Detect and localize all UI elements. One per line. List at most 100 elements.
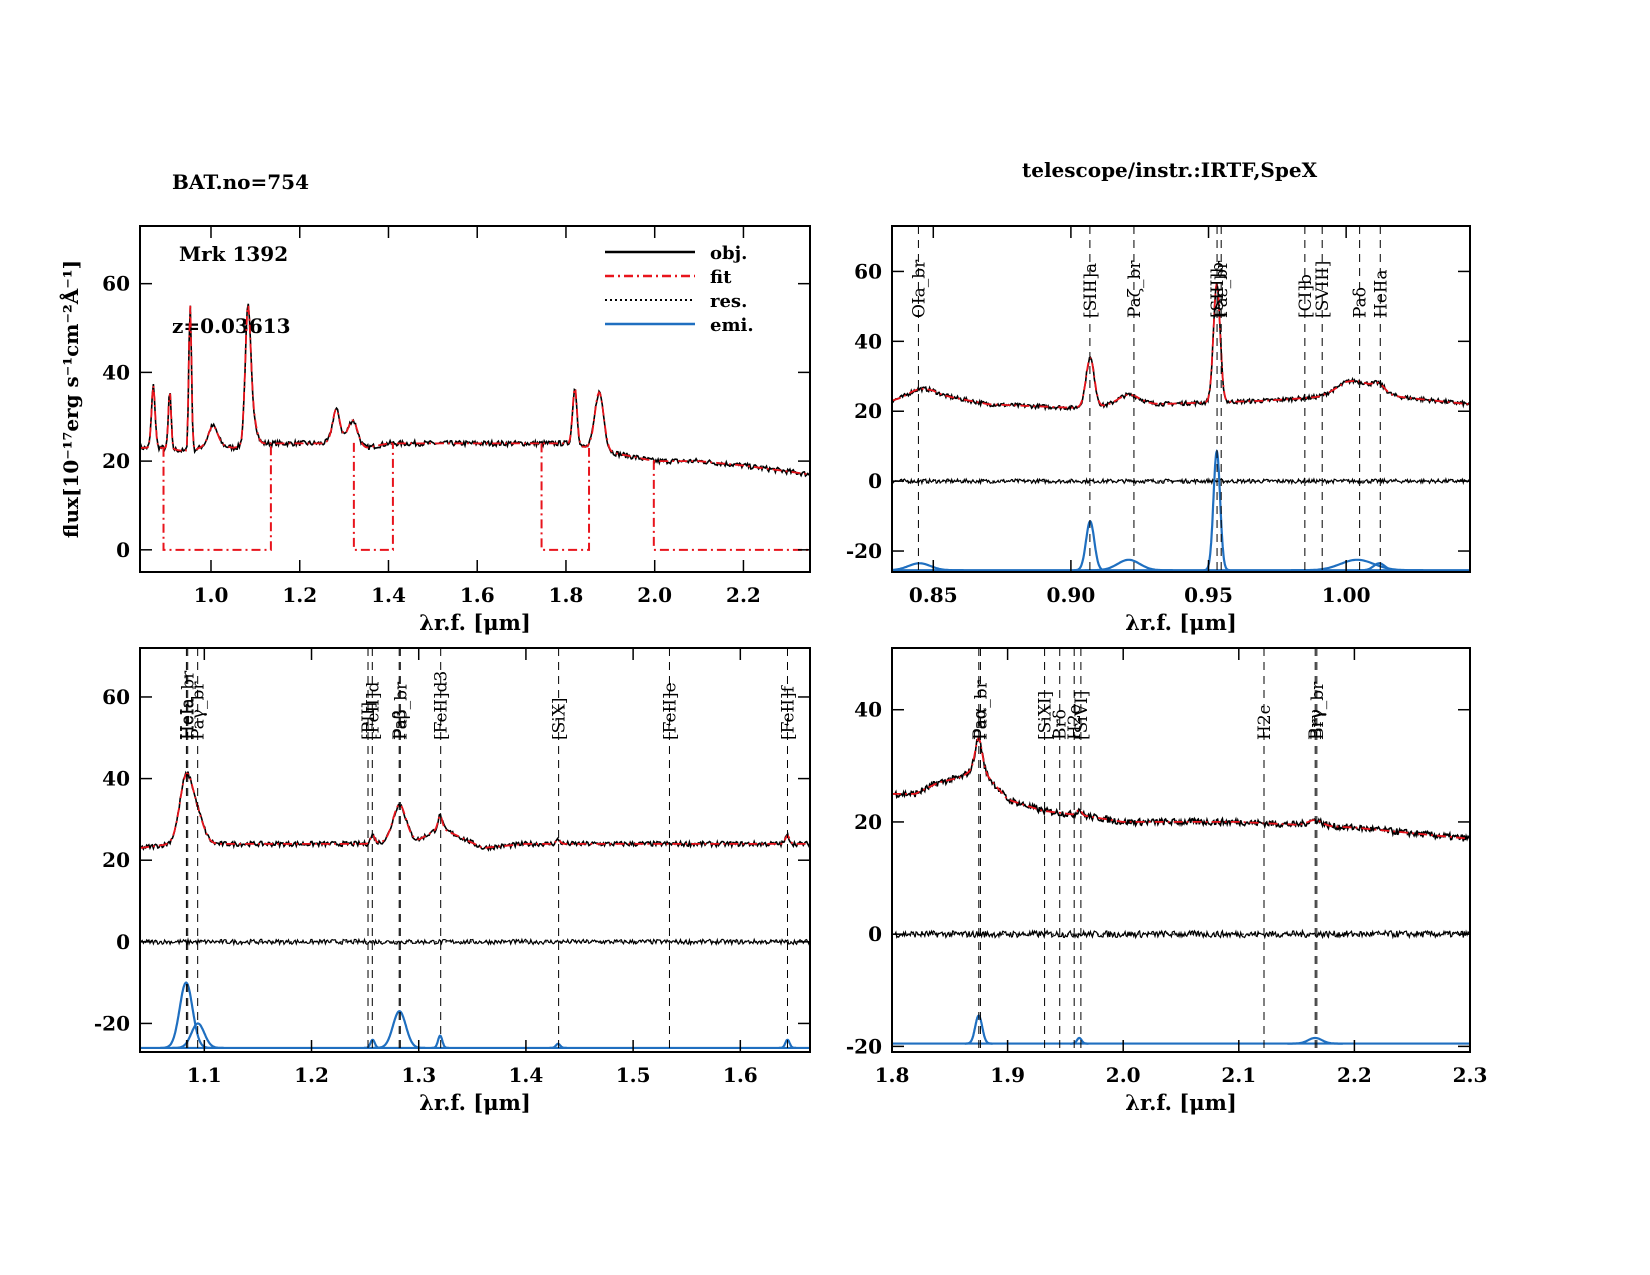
line-label: Paα	[970, 707, 990, 740]
x-tick-label: 1.00	[1322, 583, 1371, 607]
panel-frame	[891, 647, 1471, 1053]
object-info: BAT.no=754 Mrk 1392 z=0.03613	[172, 122, 309, 362]
y-tick-label: 20	[102, 449, 130, 473]
y-tick-label: 20	[854, 810, 882, 834]
bat-number: BAT.no=754	[172, 170, 309, 194]
y-tick-label: 0	[116, 930, 130, 954]
line-label: [SiXI]	[1036, 691, 1056, 740]
object-spectrum-line	[140, 303, 810, 478]
line-label: [CI]b	[1296, 274, 1316, 318]
fit-gap-segment	[352, 442, 394, 551]
y-tick-label: 40	[854, 698, 882, 722]
legend-label: res.	[710, 291, 747, 312]
y-tick-label: 40	[102, 360, 130, 384]
panel-frame	[139, 225, 811, 573]
x-tick-label: 2.1	[1221, 1063, 1256, 1087]
fit-spectrum-line	[892, 283, 1470, 409]
fit-spectrum-line	[140, 772, 810, 849]
y-tick-label: 0	[868, 469, 882, 493]
y-axis-label: flux[10⁻¹⁷erg s⁻¹cm⁻²Å⁻¹]	[59, 260, 83, 538]
y-tick-label: 60	[102, 272, 130, 296]
y-tick-label: 40	[854, 329, 882, 353]
x-tick-label: 2.2	[1337, 1063, 1372, 1087]
emission-component-line	[431, 1034, 449, 1049]
emission-component-line	[160, 981, 212, 1049]
line-label: [SIII]a	[1081, 263, 1101, 318]
line-label: [SIII]b	[1208, 262, 1228, 318]
emission-component-line	[778, 1038, 797, 1049]
panel-plot-area	[892, 226, 1470, 572]
x-tick-label: 2.0	[1106, 1063, 1141, 1087]
x-tick-label: 1.4	[371, 583, 406, 607]
line-label: H2e	[1065, 704, 1085, 740]
line-label: HeIIa	[1371, 270, 1391, 318]
panel-plot-area	[140, 648, 810, 1052]
x-tick-label: 1.4	[509, 1063, 544, 1087]
y-tick-label: -20	[846, 539, 882, 563]
line-label: OIa_br	[909, 259, 929, 318]
y-tick-label: 20	[102, 848, 130, 872]
emission-component-line	[549, 1042, 567, 1049]
x-tick-label: 0.90	[1047, 583, 1096, 607]
y-tick-label: -20	[94, 1011, 130, 1035]
x-tick-label: 2.0	[637, 583, 672, 607]
line-label: Paδ	[1351, 287, 1371, 318]
fit-spectrum-line	[892, 735, 1470, 840]
x-tick-label: 1.8	[875, 1063, 910, 1087]
object-name: Mrk 1392	[172, 242, 289, 266]
y-tick-label: 20	[854, 399, 882, 423]
panel-frame	[891, 225, 1471, 573]
instrument-label: telescope/instr.:IRTF,SpeX	[1022, 158, 1318, 182]
fit-gap-segment	[162, 443, 272, 551]
fit-gap-segment	[540, 443, 591, 551]
emission-component-line	[1084, 558, 1173, 572]
line-label: [FeII]e	[660, 682, 680, 740]
x-tick-label: 1.2	[282, 583, 317, 607]
x-tick-label: 0.85	[909, 583, 958, 607]
line-label: [SVIII]	[1313, 261, 1333, 318]
x-tick-label: 1.0	[194, 583, 229, 607]
emission-component-line	[1287, 1036, 1343, 1045]
x-tick-label: 2.3	[1453, 1063, 1488, 1087]
x-tick-label: 1.8	[549, 583, 584, 607]
x-tick-label: 2.2	[726, 583, 761, 607]
y-tick-label: 0	[116, 538, 130, 562]
line-label: [SiVI]	[1072, 691, 1092, 740]
line-label: Paζ_br	[1125, 260, 1145, 318]
y-tick-label: 0	[868, 922, 882, 946]
line-label: Paε_br	[1212, 260, 1232, 318]
x-tick-label: 0.95	[1184, 583, 1233, 607]
legend-label: fit	[710, 267, 732, 288]
x-tick-label: 1.6	[723, 1063, 758, 1087]
y-tick-label: -20	[846, 1034, 882, 1058]
line-label: Brγ_br	[1308, 681, 1328, 740]
redshift: z=0.03613	[172, 314, 291, 338]
emission-component-line	[373, 1010, 426, 1049]
line-label: Brγ	[1306, 709, 1326, 740]
x-axis-label: λr.f. [μm]	[1125, 610, 1237, 635]
legend-label: obj.	[710, 243, 747, 264]
y-tick-label: 60	[102, 685, 130, 709]
line-label: Paα_br	[971, 679, 991, 740]
line-label: Brδ	[1051, 709, 1071, 740]
legend-label: emi.	[710, 315, 754, 336]
panel-frame	[139, 647, 811, 1053]
line-label: Paβ	[390, 709, 410, 740]
y-tick-label: 60	[854, 259, 882, 283]
object-spectrum-line	[140, 770, 810, 852]
line-label: Paβ_br	[391, 681, 411, 740]
line-label: HeIa	[177, 698, 197, 740]
line-label: [FeII]d3	[432, 671, 452, 740]
x-tick-label: 1.9	[990, 1063, 1025, 1087]
residual-line	[140, 937, 810, 947]
emission-component-line	[892, 562, 964, 572]
line-label: Paγ_br	[189, 681, 209, 740]
x-tick-label: 1.1	[187, 1063, 222, 1087]
emission-component-line	[1070, 1036, 1089, 1045]
x-tick-label: 1.3	[401, 1063, 436, 1087]
x-tick-label: 1.6	[460, 583, 495, 607]
y-tick-label: 40	[102, 767, 130, 791]
line-label: [FeII]f	[778, 684, 798, 740]
fit-gap-segment	[652, 460, 810, 551]
